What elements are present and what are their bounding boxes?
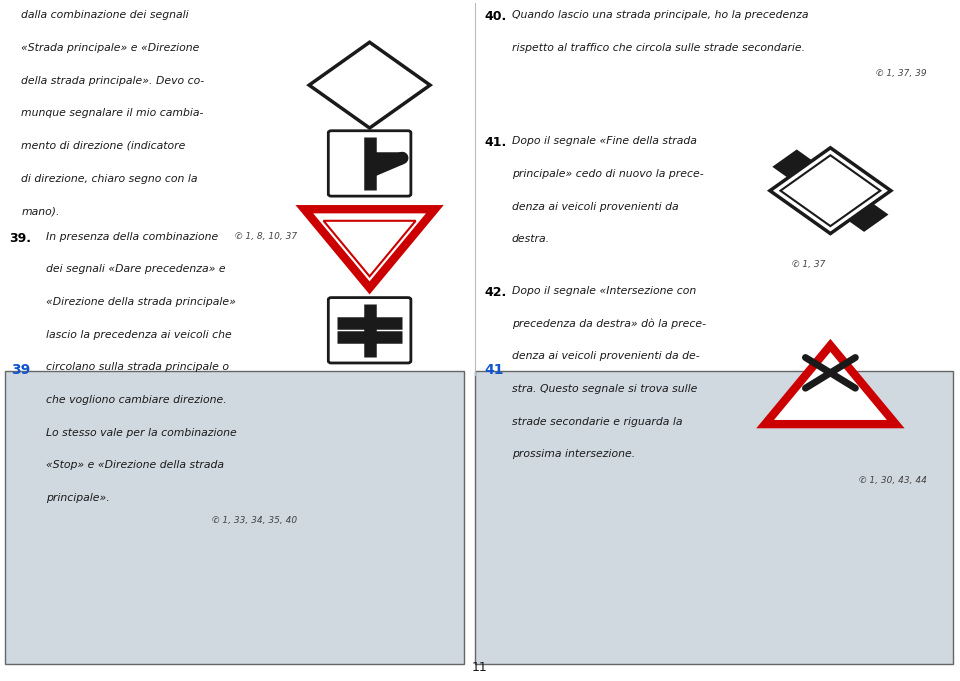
Polygon shape — [770, 148, 891, 234]
Text: 39: 39 — [12, 363, 31, 377]
Polygon shape — [316, 47, 423, 123]
Text: «Stop» e «Direzione della strada: «Stop» e «Direzione della strada — [46, 460, 224, 471]
Text: denza ai veicoli provenienti da de-: denza ai veicoli provenienti da de- — [512, 351, 699, 362]
Polygon shape — [324, 221, 416, 276]
Text: In presenza della combinazione: In presenza della combinazione — [46, 232, 218, 242]
Polygon shape — [772, 149, 889, 232]
Text: denza ai veicoli provenienti da: denza ai veicoli provenienti da — [512, 202, 679, 212]
Text: mento di direzione (indicatore: mento di direzione (indicatore — [21, 141, 185, 151]
FancyBboxPatch shape — [328, 131, 411, 196]
Text: Dopo il segnale «Fine della strada: Dopo il segnale «Fine della strada — [512, 136, 697, 146]
Text: dei segnali «Dare precedenza» e: dei segnali «Dare precedenza» e — [46, 264, 226, 274]
Text: 42.: 42. — [485, 286, 507, 299]
Text: 41: 41 — [485, 363, 504, 377]
Text: rispetto al traffico che circola sulle strade secondarie.: rispetto al traffico che circola sulle s… — [512, 43, 804, 53]
Text: «Direzione della strada principale»: «Direzione della strada principale» — [46, 297, 236, 307]
Text: munque segnalare il mio cambia-: munque segnalare il mio cambia- — [21, 108, 204, 118]
Text: circolano sulla strada principale o: circolano sulla strada principale o — [46, 362, 229, 373]
Polygon shape — [765, 345, 896, 424]
Polygon shape — [777, 153, 884, 229]
Bar — [5, 371, 464, 664]
Polygon shape — [308, 42, 431, 129]
Bar — [475, 371, 953, 664]
Text: ✆ 1, 33, 34, 35, 40: ✆ 1, 33, 34, 35, 40 — [212, 516, 298, 525]
Text: Lo stesso vale per la combinazione: Lo stesso vale per la combinazione — [46, 428, 237, 438]
Text: destra.: destra. — [512, 234, 550, 244]
Text: prossima intersezione.: prossima intersezione. — [512, 449, 635, 460]
Text: precedenza da destra» dò la prece-: precedenza da destra» dò la prece- — [512, 319, 706, 329]
Text: principale» cedo di nuovo la prece-: principale» cedo di nuovo la prece- — [512, 169, 704, 179]
Text: principale».: principale». — [46, 493, 109, 503]
Text: dalla combinazione dei segnali: dalla combinazione dei segnali — [21, 10, 189, 20]
Polygon shape — [304, 209, 435, 288]
Text: strade secondarie e riguarda la: strade secondarie e riguarda la — [512, 417, 683, 427]
Text: Quando lascio una strada principale, ho la precedenza: Quando lascio una strada principale, ho … — [512, 10, 808, 20]
Polygon shape — [320, 50, 420, 121]
Text: 39.: 39. — [10, 232, 32, 244]
Text: 11: 11 — [472, 661, 488, 674]
Text: ✆ 1, 30, 43, 44: ✆ 1, 30, 43, 44 — [858, 475, 926, 485]
Text: Dopo il segnale «Intersezione con: Dopo il segnale «Intersezione con — [512, 286, 696, 296]
Text: 40.: 40. — [485, 10, 507, 23]
Text: ✆ 1, 37: ✆ 1, 37 — [792, 260, 826, 270]
Text: mano).: mano). — [21, 206, 60, 217]
Text: di direzione, chiaro segno con la: di direzione, chiaro segno con la — [21, 174, 198, 184]
Text: stra. Questo segnale si trova sulle: stra. Questo segnale si trova sulle — [512, 384, 697, 394]
Text: ✆ 1, 8, 10, 37: ✆ 1, 8, 10, 37 — [235, 232, 298, 242]
Polygon shape — [769, 147, 892, 234]
Text: «Strada principale» e «Direzione: «Strada principale» e «Direzione — [21, 43, 200, 53]
Polygon shape — [309, 42, 430, 128]
Polygon shape — [780, 155, 880, 226]
Text: 41.: 41. — [485, 136, 507, 149]
FancyBboxPatch shape — [328, 298, 411, 363]
Text: ✆ 1, 37, 39: ✆ 1, 37, 39 — [876, 69, 926, 78]
Text: lascio la precedenza ai veicoli che: lascio la precedenza ai veicoli che — [46, 330, 231, 340]
Text: della strada principale». Devo co-: della strada principale». Devo co- — [21, 76, 204, 86]
Text: che vogliono cambiare direzione.: che vogliono cambiare direzione. — [46, 395, 227, 405]
